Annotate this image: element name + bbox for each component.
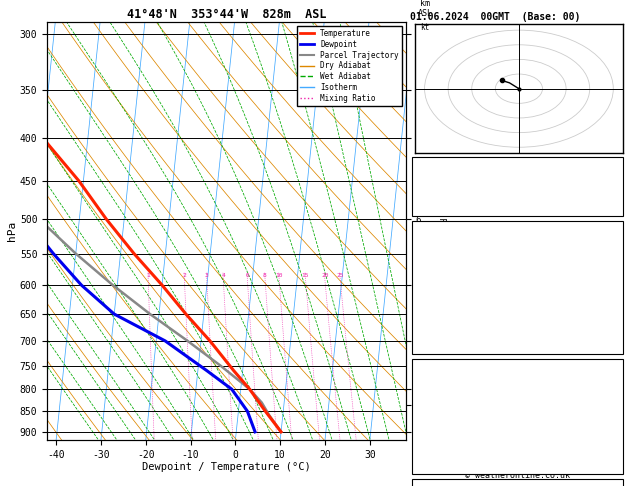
Text: 3: 3 [205,273,209,278]
Text: CIN (J): CIN (J) [415,454,453,463]
Text: 01.06.2024  00GMT  (Base: 00): 01.06.2024 00GMT (Base: 00) [410,12,581,22]
Text: 8: 8 [263,273,267,278]
Text: © weatheronline.co.uk: © weatheronline.co.uk [465,471,570,480]
Text: 0: 0 [614,334,620,344]
Text: kt: kt [420,23,429,32]
Text: 0: 0 [614,454,620,463]
Text: -0: -0 [609,159,620,169]
Y-axis label: hPa: hPa [7,221,17,241]
Text: Totals Totals: Totals Totals [415,178,485,187]
Text: Temp (°C): Temp (°C) [415,242,464,251]
Text: θₑ (K): θₑ (K) [415,399,447,408]
Text: θₑ(K): θₑ(K) [415,279,442,288]
Legend: Temperature, Dewpoint, Parcel Trajectory, Dry Adiabat, Wet Adiabat, Isotherm, Mi: Temperature, Dewpoint, Parcel Trajectory… [298,26,402,106]
Text: Lifted Index: Lifted Index [415,417,480,426]
Text: 0: 0 [614,316,620,325]
Text: 315: 315 [603,399,620,408]
Text: 19: 19 [609,417,620,426]
Text: km
ASL: km ASL [418,0,433,17]
Text: Pressure (mb): Pressure (mb) [415,380,485,389]
Text: K: K [415,159,421,169]
Text: CIN (J): CIN (J) [415,334,453,344]
Text: 306: 306 [603,279,620,288]
Text: Surface: Surface [499,224,536,233]
Text: 2: 2 [182,273,186,278]
Text: Most Unstable: Most Unstable [482,362,552,371]
Text: CAPE (J): CAPE (J) [415,435,458,445]
Text: 1: 1 [147,273,150,278]
Text: Lifted Index: Lifted Index [415,297,480,307]
X-axis label: Dewpoint / Temperature (°C): Dewpoint / Temperature (°C) [142,462,311,472]
Y-axis label: Mixing Ratio (g/kg): Mixing Ratio (g/kg) [437,180,446,282]
Title: 41°48'N  353°44'W  828m  ASL: 41°48'N 353°44'W 828m ASL [126,8,326,21]
Text: 25: 25 [337,273,344,278]
Text: 0: 0 [614,435,620,445]
Text: 0.96: 0.96 [598,196,620,206]
Text: 10: 10 [609,242,620,251]
Text: 4: 4 [221,273,225,278]
Text: CAPE (J): CAPE (J) [415,316,458,325]
Text: 15: 15 [609,297,620,307]
Text: 15: 15 [302,273,309,278]
Text: PW (cm): PW (cm) [415,196,453,206]
Text: 650: 650 [603,380,620,389]
Text: Dewp (°C): Dewp (°C) [415,260,464,270]
Text: Hodograph: Hodograph [493,481,542,486]
Text: 4.2: 4.2 [603,260,620,270]
Text: 6: 6 [245,273,249,278]
Text: 10: 10 [276,273,283,278]
Text: 31: 31 [609,178,620,187]
Text: 20: 20 [321,273,328,278]
